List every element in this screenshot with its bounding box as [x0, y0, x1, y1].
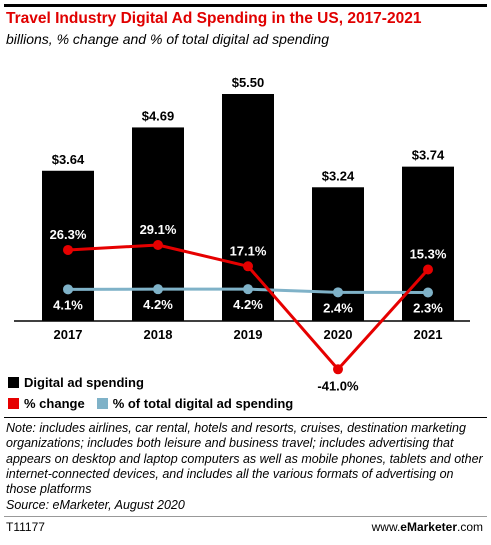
- change-point-2020: [333, 364, 343, 375]
- chart-code: T11177: [6, 520, 45, 534]
- change-point-2017: [63, 244, 73, 255]
- x-tick-label-2021: 2021: [414, 327, 443, 342]
- legend-swatch-change: [8, 398, 19, 409]
- legend-row-1: Digital ad spending: [8, 375, 156, 390]
- bar-value-label-2018: $4.69: [142, 108, 175, 123]
- bar-2020: [312, 187, 364, 321]
- legend-label-share: % of total digital ad spending: [112, 396, 294, 411]
- site-suffix: .com: [456, 520, 483, 534]
- chart-source: Source: eMarketer, August 2020: [6, 498, 185, 512]
- share-label-2019: 4.2%: [233, 297, 263, 312]
- bar-2021: [402, 166, 454, 321]
- legend-label-change: % change: [24, 396, 85, 411]
- change-label-2019: 17.1%: [230, 243, 267, 258]
- legend-item-share: % of total digital ad spending: [96, 396, 294, 411]
- chart-title: Travel Industry Digital Ad Spending in t…: [6, 10, 422, 27]
- share-point-2018: [153, 284, 163, 295]
- share-point-2017: [63, 284, 73, 295]
- change-label-2020: -41.0%: [317, 378, 359, 393]
- bar-value-label-2021: $3.74: [412, 148, 445, 163]
- chart-subtitle: billions, % change and % of total digita…: [6, 31, 329, 47]
- bar-value-label-2020: $3.24: [322, 168, 355, 183]
- change-point-2018: [153, 240, 163, 251]
- x-tick-label-2020: 2020: [324, 327, 353, 342]
- share-label-2020: 2.4%: [323, 300, 353, 315]
- bar-value-label-2019: $5.50: [232, 75, 265, 90]
- change-label-2021: 15.3%: [410, 246, 447, 261]
- legend-row-2: % change % of total digital ad spending: [8, 396, 305, 411]
- change-label-2018: 29.1%: [140, 222, 177, 237]
- site-link[interactable]: www.eMarketer.com: [372, 520, 483, 534]
- share-label-2021: 2.3%: [413, 301, 443, 316]
- legend-swatch-share: [96, 398, 108, 409]
- footer-divider: [4, 516, 487, 517]
- change-label-2017: 26.3%: [50, 227, 87, 242]
- share-point-2020: [333, 287, 343, 298]
- x-tick-label-2018: 2018: [144, 327, 173, 342]
- legend-item-spending: Digital ad spending: [8, 375, 144, 390]
- bar-2019: [222, 94, 274, 321]
- chart-note: Note: includes airlines, car rental, hot…: [6, 421, 483, 497]
- change-point-2019: [243, 261, 253, 272]
- note-divider: [4, 417, 487, 418]
- site-prefix: www.: [371, 520, 401, 534]
- share-point-2021: [423, 287, 433, 298]
- share-label-2017: 4.1%: [53, 297, 83, 312]
- x-tick-label-2017: 2017: [54, 327, 83, 342]
- site-brand: eMarketer: [400, 520, 457, 534]
- legend-item-change: % change: [8, 396, 85, 411]
- bar-value-label-2017: $3.64: [52, 152, 85, 167]
- share-point-2019: [243, 284, 253, 295]
- share-label-2018: 4.2%: [143, 297, 173, 312]
- change-point-2021: [423, 264, 433, 275]
- top-rule: [4, 4, 487, 7]
- legend-label-spending: Digital ad spending: [24, 375, 144, 390]
- legend-swatch-spending: [8, 377, 19, 388]
- x-tick-label-2019: 2019: [234, 327, 263, 342]
